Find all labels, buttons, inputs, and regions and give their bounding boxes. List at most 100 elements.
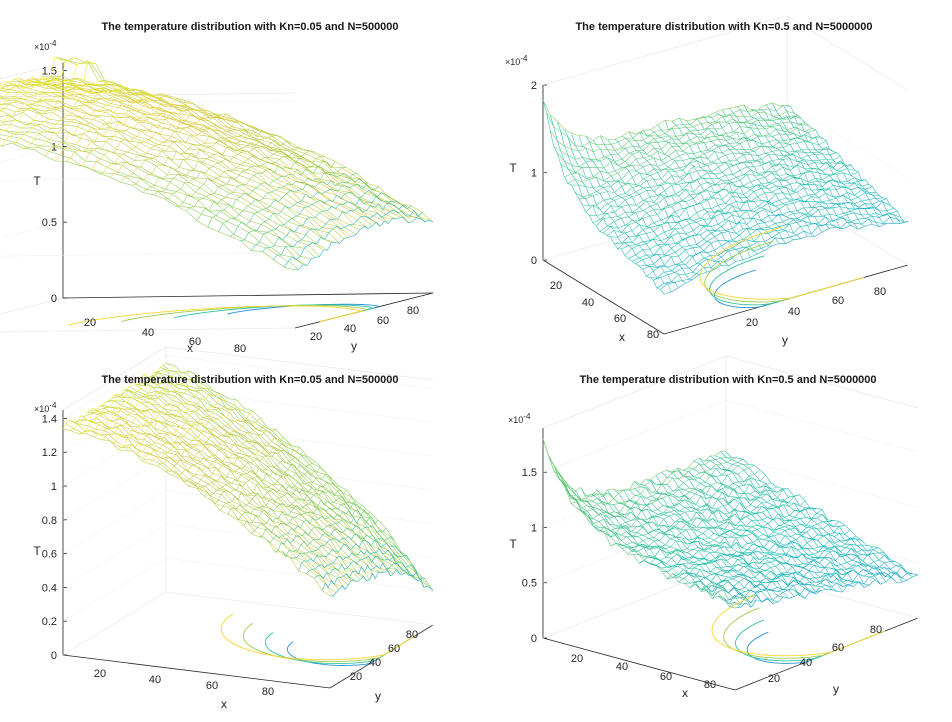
mesh-line [646,201,891,277]
mesh-line [688,467,881,585]
mesh-line [638,509,823,564]
axis-line [725,355,919,409]
mesh-line [229,178,368,237]
mesh-line [571,133,693,280]
mesh-line [565,464,749,515]
mesh-line [723,566,907,605]
x-tick-label: 20 [571,653,583,665]
mesh-line [593,485,777,536]
contour-line [699,226,865,300]
mesh-line [586,493,779,603]
mesh-line [553,115,798,161]
mesh-line [272,203,412,260]
contour-projection [699,226,865,309]
mesh-line [707,115,830,229]
z-gridline [62,355,167,419]
z-gridline [62,490,167,554]
chart-title: The temperature distribution with Kn=0.5… [579,374,876,386]
mesh-line [251,189,390,251]
z-multiplier: ×10-4 [505,54,528,67]
mesh-line [610,495,794,547]
mesh-line [542,438,736,609]
mesh-line [571,129,816,188]
mesh-line [548,454,741,608]
mesh-line [567,127,813,184]
mesh-line [235,481,339,521]
x-tick-label: 80 [647,329,659,341]
contour-line [220,613,415,661]
x-tick-label: 40 [149,674,161,686]
mesh-line [663,221,909,295]
mesh-line [251,495,355,535]
y-axis-label: y [375,689,381,703]
mesh-line [661,525,845,573]
z-multiplier-exponent: -4 [520,54,528,63]
axis-line [165,346,434,381]
mesh-line [0,60,96,105]
y-tick-label: 20 [768,673,780,685]
z-gridline [542,565,727,639]
mesh-line [282,524,387,558]
y-tick-label: 60 [832,295,844,307]
axis-line [62,346,167,411]
z-gridline [62,456,167,521]
mesh-line [606,164,852,236]
mesh-line [706,554,890,597]
mesh-line [556,115,802,168]
contour-line [227,303,379,315]
axis-line [542,637,736,691]
mesh-line [157,417,261,466]
mesh-line [623,489,816,595]
z-multiplier: ×10-4 [34,401,57,414]
mesh-line [0,128,308,266]
mesh-line [88,113,227,171]
mesh-line [599,488,783,538]
z-axis-label: T [33,544,41,558]
mesh-line [650,479,843,593]
mesh-line [656,213,902,289]
surface-plot-3: 0 0.2 0.4 0.6 0.8 1 1.2 1.4 20 40 60 80 20 40 60 80 x y T ×… [33,346,434,711]
z-tick-label: 1 [51,481,57,493]
mesh-line [0,83,129,133]
mesh-line [240,183,379,242]
mesh-line [627,507,811,555]
mesh-line [306,548,410,574]
mesh-line [549,111,795,153]
mesh-line [667,529,851,580]
z-tick-label: 1.5 [522,467,537,479]
x-tick-label: 80 [234,343,246,355]
mesh-line [684,543,868,584]
mesh-line [542,99,788,141]
mesh-line [0,79,107,113]
mesh-line [55,101,194,162]
contour-line [711,595,886,657]
mesh-line [34,78,405,219]
mesh-line [141,408,245,461]
mesh-line [655,521,840,569]
x-tick-label: 60 [660,671,672,683]
z-tick-label: 0.4 [42,582,57,594]
y-tick-label: 40 [369,657,381,669]
mesh-line [204,455,308,497]
mesh-line [75,419,343,587]
mesh-line [94,375,198,438]
z-gridline [62,389,167,453]
mesh-line [635,192,880,264]
z-gridline [165,388,434,423]
z-gridline [0,297,64,315]
mesh-line [126,389,394,574]
axis-line [542,259,665,335]
mesh-line [283,209,423,268]
z-tick-label: 0 [51,650,57,662]
mesh-line [578,136,823,200]
contour-projection [68,303,379,326]
z-gridline [0,176,296,181]
contour-line [713,269,799,309]
y-axis-label: y [782,333,788,347]
mesh-line [120,126,260,183]
axis-line [62,654,331,689]
z-multiplier-exponent: -4 [49,39,57,48]
mesh-line [650,520,834,568]
mesh-line [616,494,800,548]
z-tick-label: 1 [51,141,57,153]
